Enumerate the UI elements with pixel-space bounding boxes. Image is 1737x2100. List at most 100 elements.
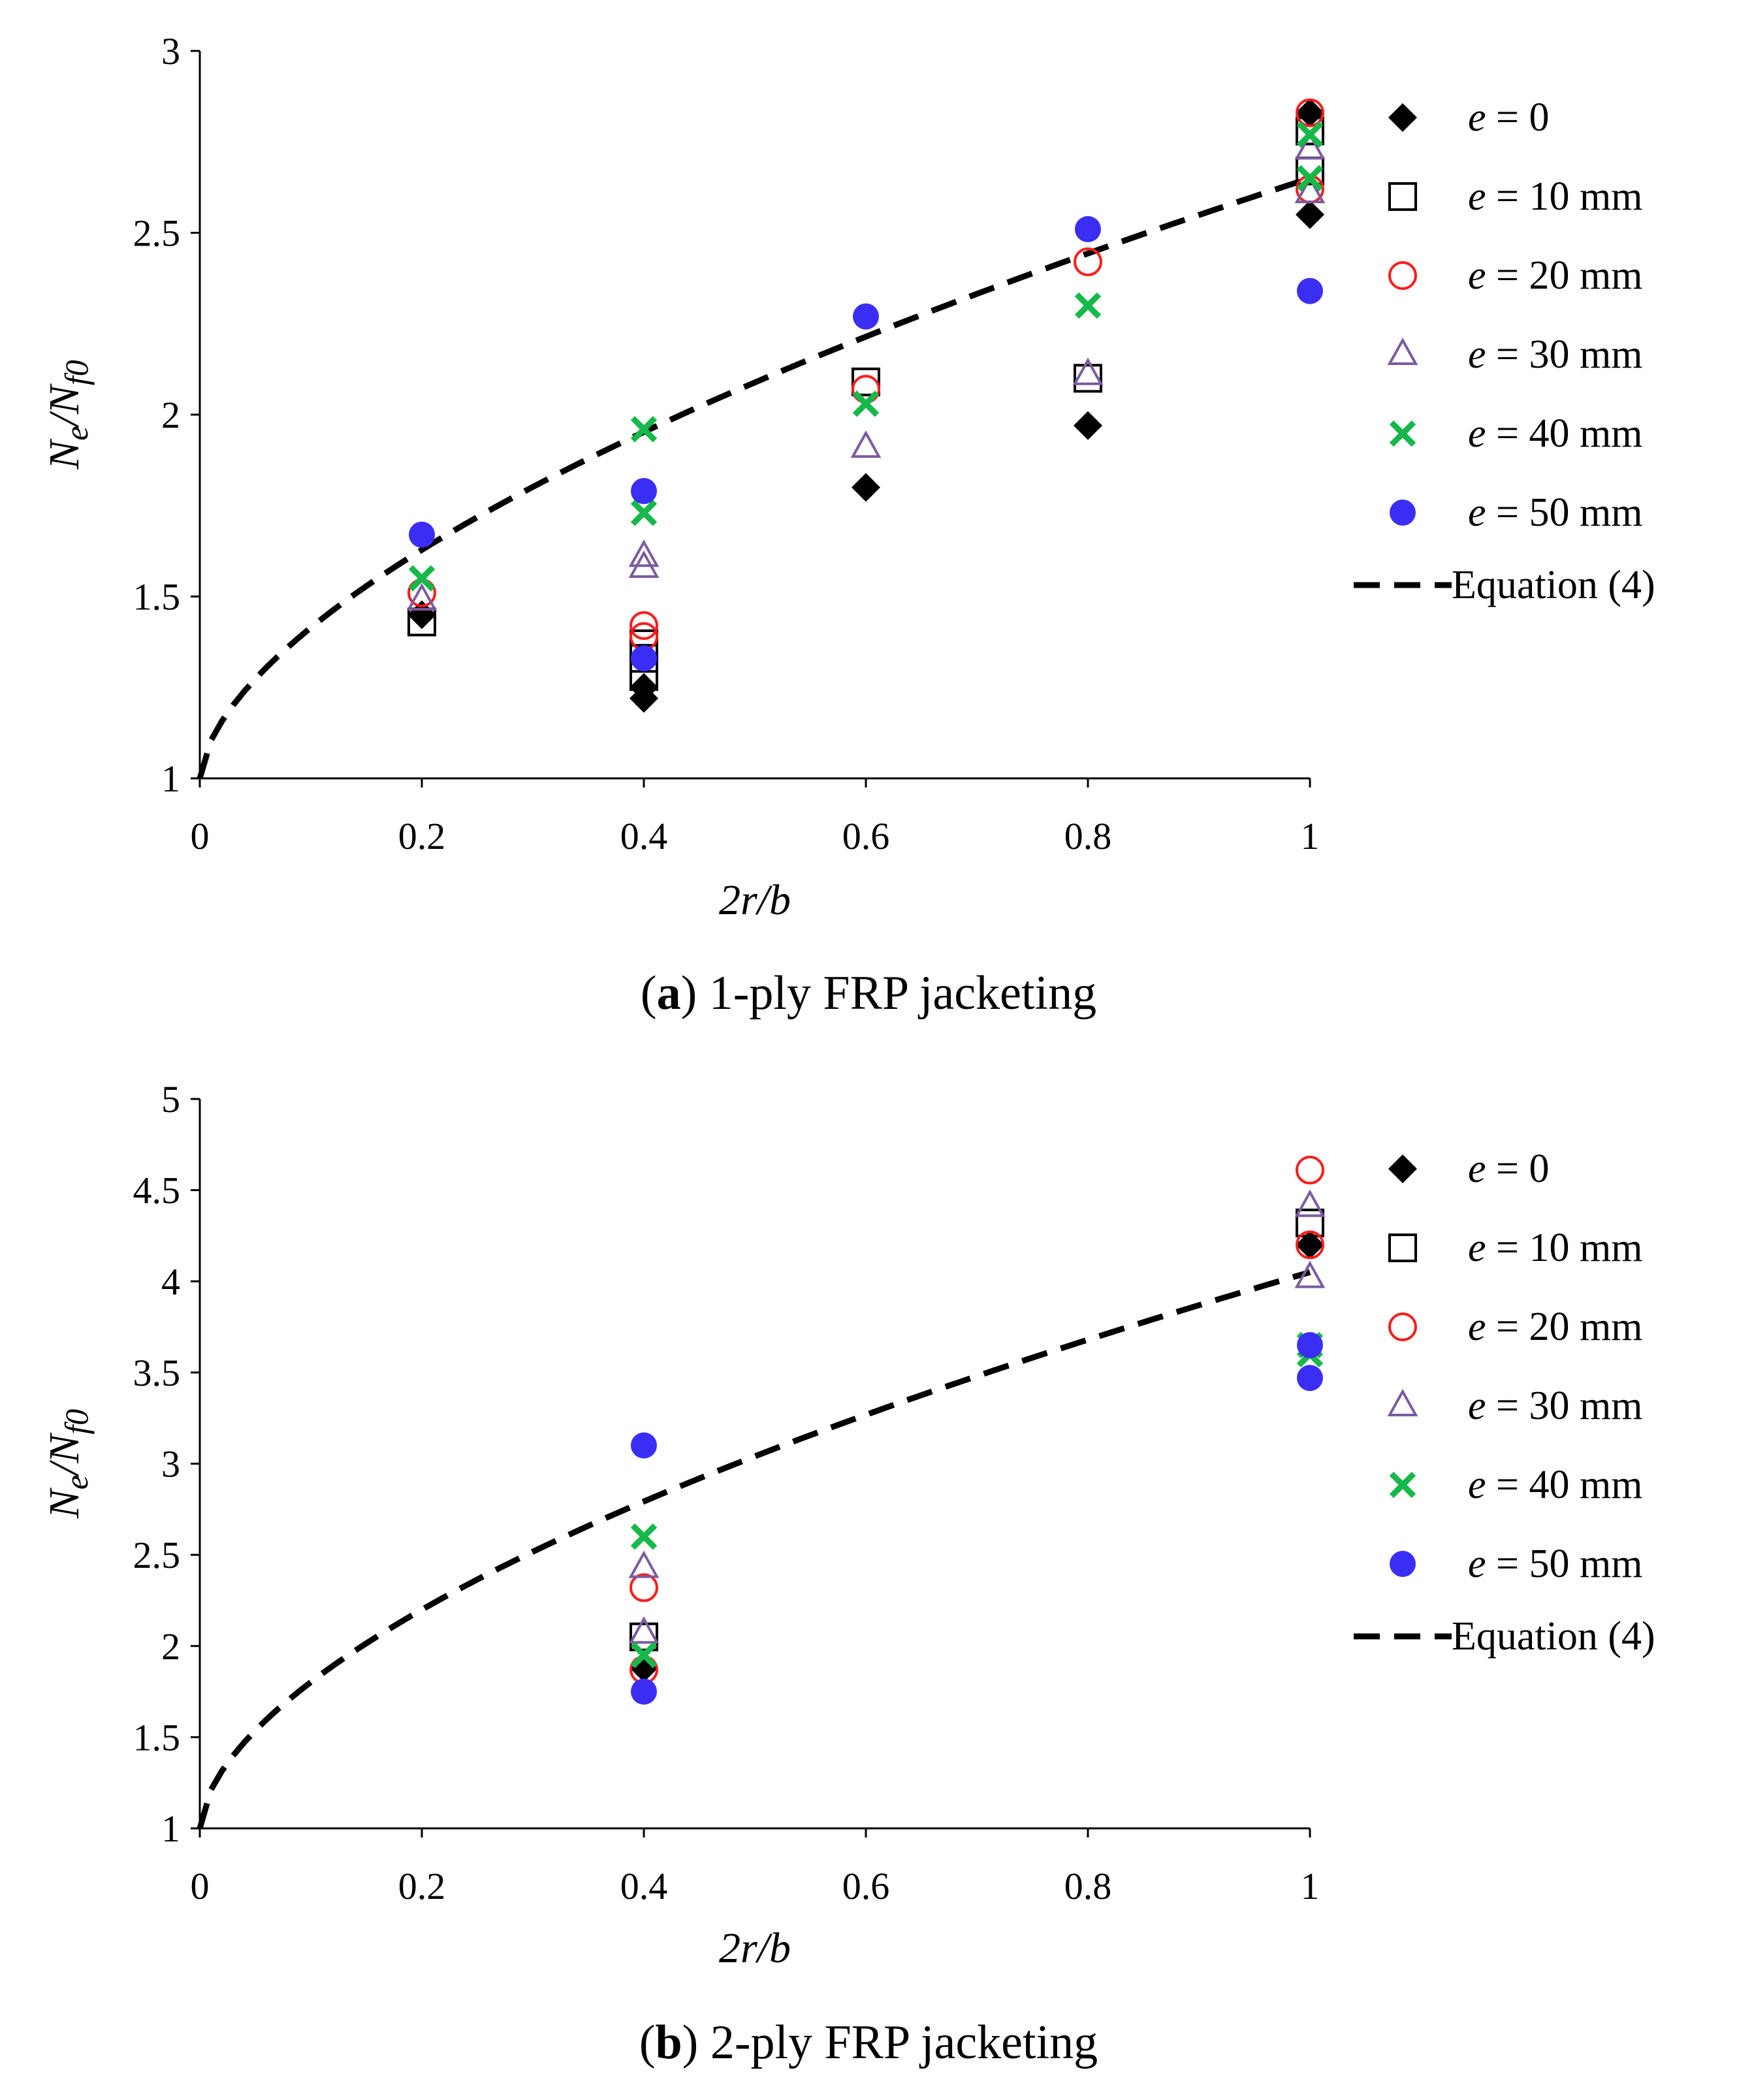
data-point [1296,1155,1324,1185]
legend-marker [1390,1551,1416,1577]
legend-marker [1388,261,1417,290]
equation-curve [197,1269,1311,1830]
data-point [1296,98,1324,127]
y-tick-label: 1.5 [133,576,181,618]
legend-marker [1388,1154,1417,1183]
y-tick-label: 1 [161,1807,180,1850]
data-point [628,550,660,578]
data-point [631,1678,657,1705]
data-point [631,477,657,504]
legend-label: e = 10 mm [1468,1226,1642,1270]
x-tick-label: 0 [191,815,210,857]
y-axis-title: Ne/Nf0 [40,360,95,470]
data-point [406,582,438,611]
data-point [1296,116,1324,146]
legend-label: e = 40 mm [1468,1463,1642,1507]
data-point [630,1523,658,1550]
x-tick-label: 0.8 [1064,815,1112,857]
x-tick-label: 0.6 [842,815,890,857]
x-axis-title: 2r/b [719,1924,791,1972]
x-tick-label: 0.2 [398,1865,446,1907]
y-tick-label: 4.5 [133,1169,181,1212]
data-point [408,565,436,592]
legend-label: e = 30 mm [1468,1384,1642,1428]
equation-curve [197,175,1311,780]
legend-marker [1387,1388,1418,1416]
data-point [1296,165,1324,192]
series-5 [409,215,1323,672]
legend-marker [1387,337,1418,365]
data-point [853,303,879,330]
y-tick-label: 1 [161,757,180,800]
legend-marker [1389,1471,1416,1499]
series-4 [630,1331,1324,1668]
legend-marker [1389,420,1416,447]
data-point [629,1622,658,1651]
legend-label: e = 10 mm [1468,174,1642,219]
data-point [1297,1331,1323,1358]
data-point [1297,1365,1323,1392]
legend-marker [1388,1233,1417,1262]
data-point [1297,278,1323,304]
data-point [631,645,657,672]
x-tick-label: 0.2 [398,815,446,857]
legend-marker [1388,1312,1417,1341]
data-point [852,390,880,417]
data-point [850,430,882,458]
y-tick-label: 3.5 [133,1352,181,1394]
legend-label: e = 50 mm [1468,1542,1642,1586]
data-point [629,1573,658,1602]
legend-label: e = 30 mm [1468,332,1642,377]
data-point [852,473,880,502]
data-point [1074,292,1102,319]
data-point [629,611,658,641]
data-point [1074,364,1102,393]
x-tick-label: 1 [1301,1865,1320,1907]
legend: e = 0 e = 10 mm e = 20 mm e = 30 mm e = 40 m… [1354,1147,1655,1659]
series-2 [407,98,1324,651]
data-point [628,539,660,567]
y-tick-label: 4 [161,1260,180,1303]
series-1 [629,1208,1324,1651]
data-point [409,521,435,548]
y-tick-label: 3 [161,1443,180,1486]
panel-b: 0 0.2 0.4 0.6 0.8 1 1 1.5 2 2.5 3 3.5 4 4.5 5 2r/b Ne/Nf… [40,1078,1655,2069]
data-point [1074,247,1102,277]
x-tick-label: 0.4 [620,815,668,857]
data-point [1296,200,1324,229]
legend-label: Equation (4) [1452,1614,1655,1659]
y-tick-label: 2.5 [133,212,181,255]
series-3 [628,1189,1326,1644]
data-point [1294,1189,1326,1217]
data-point [1296,1230,1324,1260]
data-point [852,367,880,396]
x-tick-label: 0.6 [842,1865,890,1907]
x-axis-title: 2r/b [719,876,791,924]
legend-label: Equation (4) [1452,563,1655,607]
data-point [1294,1260,1326,1288]
data-point [628,1616,660,1644]
legend: e = 0 e = 10 mm e = 20 mm e = 30 mm e = 40 m… [1354,95,1655,607]
y-tick-label: 3 [161,30,180,72]
x-tick-label: 0.4 [620,1865,668,1907]
legend-marker [1388,103,1417,132]
x-tick-label: 0.8 [1064,1865,1112,1907]
series-0 [407,98,1324,713]
legend-label: e = 20 mm [1468,1305,1642,1349]
y-tick-label: 2.5 [133,1534,181,1576]
series-5 [631,1331,1323,1705]
legend-label: e = 0 [1468,95,1550,140]
legend-label: e = 0 [1468,1147,1550,1191]
y-tick-label: 2 [161,394,180,436]
data-point [1296,1230,1324,1260]
data-point [1294,132,1326,160]
y-tick-label: 1.5 [133,1716,181,1758]
data-point [629,684,658,713]
x-tick-label: 0 [191,1865,210,1907]
panel-caption: (b) 2-ply FRP jacketing [639,2016,1098,2069]
y-tick-label: 5 [161,1078,180,1121]
data-point [630,1642,658,1668]
data-point [630,416,658,443]
